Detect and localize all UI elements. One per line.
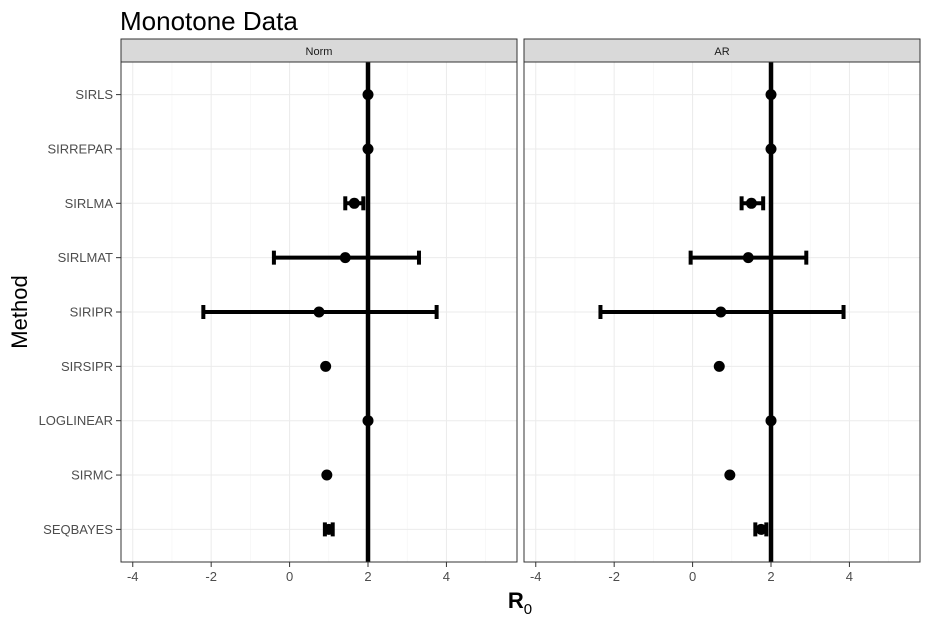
x-tick-label: 2 (767, 569, 774, 584)
x-tick-label: -4 (127, 569, 139, 584)
x-tick-label: -4 (530, 569, 542, 584)
strip-label: AR (714, 46, 729, 58)
point-estimate (713, 360, 725, 372)
point-estimate (742, 252, 754, 264)
point-estimate (321, 469, 333, 481)
y-tick-label: SIRLMA (65, 196, 114, 211)
point-estimate (313, 306, 325, 318)
point-estimate (755, 523, 767, 535)
point-estimate (348, 197, 360, 209)
point-estimate (362, 415, 374, 427)
data-point-group (739, 196, 766, 211)
data-point-group (320, 360, 332, 372)
y-tick-label: SIRSIPR (61, 359, 113, 374)
panel-norm: Norm -4 -2 0 2 4 (120, 38, 518, 584)
point-estimate (362, 143, 374, 155)
data-point-group (201, 305, 439, 319)
data-point-group (321, 469, 333, 481)
x-tick-label: 0 (286, 569, 293, 584)
strip-label: Norm (306, 46, 333, 58)
chart-title: Monotone Data (120, 6, 298, 36)
x-tick-label: 4 (846, 569, 853, 584)
point-estimate (765, 415, 777, 427)
y-tick-label: SIRLS (75, 87, 113, 102)
point-estimate (745, 197, 757, 209)
y-tick-label: SIRREPAR (48, 141, 114, 156)
x-axis-title-subscript: 0 (524, 601, 532, 618)
y-axis: SIRLS SIRREPAR SIRLMA SIRLMAT SIRIPR SIRSIPR L… (39, 87, 121, 537)
point-estimate (765, 143, 777, 155)
panel-border (523, 61, 921, 563)
point-estimate (320, 360, 332, 372)
x-tick-label: 4 (443, 569, 450, 584)
data-point-group (362, 143, 374, 155)
data-point-group (688, 250, 809, 265)
x-tick-label: 0 (689, 569, 696, 584)
point-estimate (362, 89, 374, 101)
x-tick-label: 2 (364, 569, 371, 584)
point-estimate (724, 469, 736, 481)
y-axis-title: Method (7, 275, 32, 348)
data-point-group (362, 89, 374, 101)
data-point-group (713, 360, 725, 372)
y-tick-label: SIRLMAT (58, 250, 113, 265)
point-estimate (765, 89, 777, 101)
y-tick-label: SEQBAYES (43, 522, 113, 537)
data-point-group (753, 522, 769, 537)
data-point-group (322, 522, 335, 537)
data-point-group (765, 415, 777, 427)
data-point-group (598, 305, 846, 319)
y-tick-label: SIRMC (71, 468, 113, 483)
point-estimate (323, 523, 335, 535)
data-point-group (765, 89, 777, 101)
x-tick-label: -2 (608, 569, 620, 584)
point-estimate (339, 252, 351, 264)
data-point-group (765, 143, 777, 155)
y-tick-label: SIRIPR (70, 305, 113, 320)
x-tick-label: -2 (205, 569, 217, 584)
x-axis-title-main: R (508, 588, 524, 613)
data-point-group (724, 469, 736, 481)
x-axis-title: R0 (508, 588, 532, 618)
y-tick-label: LOGLINEAR (39, 413, 113, 428)
data-point-group (343, 196, 366, 211)
data-point-group (271, 250, 421, 265)
data-point-group (362, 415, 374, 427)
panel-ar: AR -4 -2 0 2 4 (523, 38, 921, 584)
panels: Norm -4 -2 0 2 4 AR -4 -2 0 2 4 (120, 38, 921, 584)
point-estimate (715, 306, 727, 318)
